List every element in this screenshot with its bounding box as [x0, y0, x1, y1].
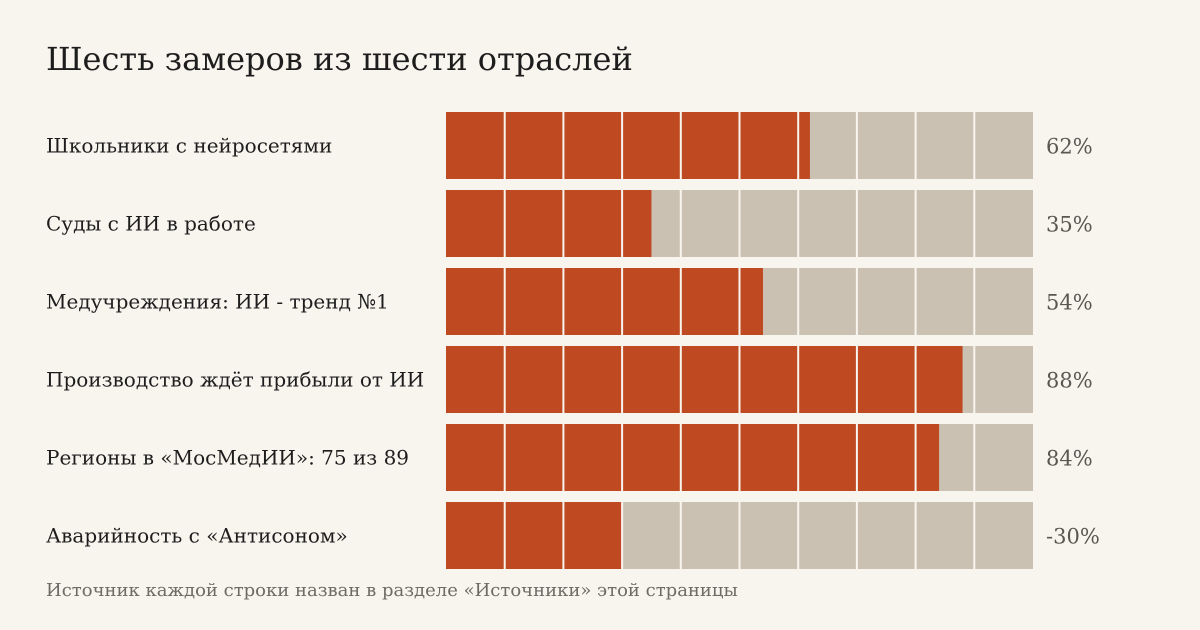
segment-divider	[914, 112, 917, 179]
category-label: Регионы в «МосМедИИ»: 75 из 89	[46, 446, 409, 470]
bar-row: Суды с ИИ в работе 35%	[46, 190, 1093, 257]
segment-divider	[738, 268, 741, 335]
segment-divider	[914, 502, 917, 569]
segment-divider	[855, 112, 858, 179]
segment-divider	[914, 190, 917, 257]
value-label: 84%	[1046, 447, 1093, 471]
segment-divider	[738, 424, 741, 491]
value-label: 54%	[1046, 291, 1093, 315]
value-label: 35%	[1046, 213, 1093, 237]
bar-fill	[446, 190, 652, 257]
segment-divider	[973, 502, 976, 569]
segment-divider	[797, 190, 800, 257]
segment-divider	[973, 190, 976, 257]
segment-divider	[738, 112, 741, 179]
segment-divider	[503, 190, 506, 257]
category-label: Медучреждения: ИИ - тренд №1	[46, 290, 389, 314]
bar-fill	[446, 502, 623, 569]
value-label: 88%	[1046, 369, 1093, 393]
bar-row: Регионы в «МосМедИИ»: 75 из 89 84%	[46, 424, 1093, 491]
bar-row: Школьники с нейросетями 62%	[46, 112, 1093, 179]
chart-title: Шесть замеров из шести отраслей	[46, 40, 633, 78]
category-label: Аварийность с «Антисоном»	[46, 524, 348, 548]
bar-row: Аварийность с «Антисоном» -30%	[46, 502, 1100, 569]
segment-divider	[973, 424, 976, 491]
bar-fill	[446, 424, 940, 491]
segment-divider	[503, 346, 506, 413]
segment-divider	[855, 268, 858, 335]
segment-divider	[503, 112, 506, 179]
segment-divider	[562, 424, 565, 491]
segment-divider	[973, 112, 976, 179]
segment-divider	[855, 502, 858, 569]
segment-divider	[973, 268, 976, 335]
segment-divider	[562, 112, 565, 179]
segment-divider	[679, 112, 682, 179]
segment-divider	[562, 346, 565, 413]
bar-row: Производство ждёт прибыли от ИИ 88%	[46, 346, 1093, 413]
segment-divider	[621, 502, 624, 569]
bar-fill	[446, 268, 763, 335]
segment-divider	[738, 502, 741, 569]
segment-divider	[621, 268, 624, 335]
segment-divider	[914, 268, 917, 335]
segment-divider	[503, 502, 506, 569]
segment-divider	[973, 346, 976, 413]
segment-divider	[621, 112, 624, 179]
segment-divider	[621, 190, 624, 257]
segment-divider	[855, 424, 858, 491]
category-label: Производство ждёт прибыли от ИИ	[46, 368, 424, 392]
bar-fill	[446, 112, 810, 179]
segment-divider	[797, 112, 800, 179]
segment-divider	[562, 502, 565, 569]
bar-fill	[446, 346, 963, 413]
segment-divider	[679, 346, 682, 413]
segment-divider	[679, 424, 682, 491]
segment-divider	[738, 346, 741, 413]
bar-row: Медучреждения: ИИ - тренд №1 54%	[46, 268, 1093, 335]
segment-divider	[679, 268, 682, 335]
segment-divider	[738, 190, 741, 257]
value-label: -30%	[1046, 525, 1100, 549]
segment-divider	[797, 268, 800, 335]
segment-divider	[914, 346, 917, 413]
segment-divider	[621, 424, 624, 491]
segment-divider	[503, 268, 506, 335]
value-label: 62%	[1046, 135, 1093, 159]
segment-divider	[797, 346, 800, 413]
segment-divider	[562, 190, 565, 257]
chart-source-note: Источник каждой строки назван в разделе …	[46, 580, 738, 601]
category-label: Суды с ИИ в работе	[46, 212, 256, 236]
segment-divider	[855, 190, 858, 257]
category-label: Школьники с нейросетями	[46, 134, 332, 158]
segment-divider	[679, 190, 682, 257]
segment-divider	[914, 424, 917, 491]
segment-divider	[503, 424, 506, 491]
segment-divider	[621, 346, 624, 413]
segment-divider	[797, 424, 800, 491]
segment-divider	[562, 268, 565, 335]
segment-divider	[679, 502, 682, 569]
segment-divider	[855, 346, 858, 413]
segment-divider	[797, 502, 800, 569]
